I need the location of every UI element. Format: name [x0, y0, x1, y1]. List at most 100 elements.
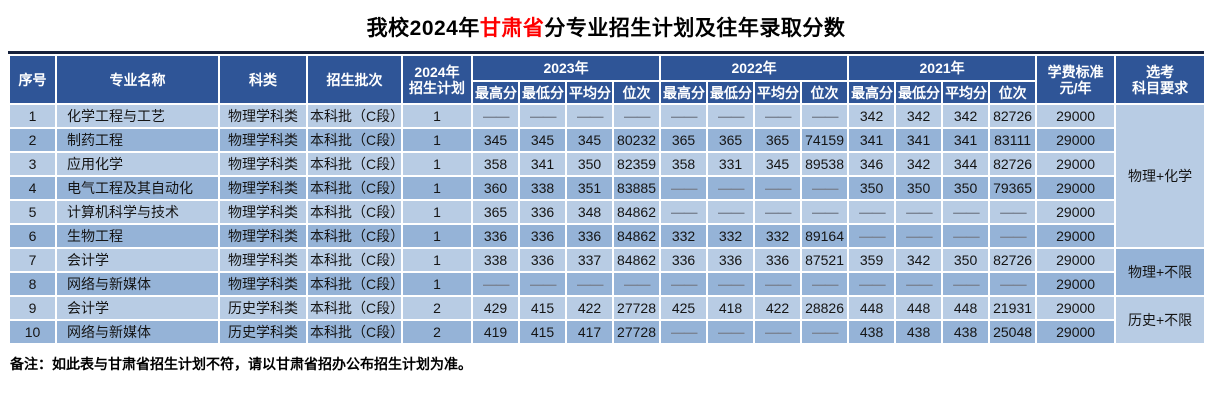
table-row: 4 电气工程及其自动化 物理学科类 本科批（C段） 1 360 338 351 83885 —— —… — [8, 175, 1205, 202]
table-row: 7 会计学 物理学科类 本科批（C段） 1 338 336 337 84862 336 336 336… — [8, 247, 1207, 298]
cell-major: 制药工程 — [55, 127, 220, 154]
table-row: 2 制药工程 物理学科类 本科批（C段） 1 345 345 345 80232 365 365 36… — [8, 127, 1205, 154]
cell-score: —— — [753, 199, 803, 226]
cell-score: 429 — [471, 295, 520, 322]
cell-score: 338 — [518, 175, 567, 202]
cell-score: 82726 — [988, 103, 1038, 130]
cell-major: 会计学 — [55, 247, 220, 274]
col-header-plan-2024: 2024年 招生计划 — [401, 54, 473, 106]
cell-subject-requirement: 历史+不限 — [1114, 295, 1207, 346]
col-header-subjects: 选考 科目要求 — [1114, 54, 1207, 106]
col-header-year-2022: 2022年 — [659, 54, 850, 83]
cell-score: —— — [941, 271, 991, 298]
cell-major: 网络与新媒体 — [55, 319, 220, 346]
cell-score: 27728 — [611, 295, 662, 322]
table-row: 9 会计学 历史学科类 本科批（C段） 2 429 415 422 27728 425 418 422… — [8, 295, 1207, 346]
cell-batch: 本科批（C段） — [306, 247, 403, 274]
title-province-highlight: 甘肃省 — [479, 17, 545, 40]
cell-score: 21931 — [988, 295, 1038, 322]
title-prefix: 我校2024年 — [366, 17, 480, 40]
col-header-2023-min: 最低分 — [518, 80, 567, 106]
cell-no: 9 — [8, 295, 57, 322]
cell-score: 342 — [894, 103, 944, 130]
cell-tuition: 29000 — [1035, 151, 1117, 178]
cell-score: 345 — [518, 127, 567, 154]
cell-score: 336 — [518, 247, 567, 274]
cell-score: 336 — [659, 247, 709, 274]
cell-score: —— — [800, 103, 850, 130]
cell-score: 345 — [565, 127, 614, 154]
cell-score: —— — [753, 319, 803, 346]
cell-score: 341 — [518, 151, 567, 178]
cell-score: 359 — [847, 247, 897, 274]
plan-header-line1: 2024年 — [414, 63, 460, 80]
cell-category: 历史学科类 — [218, 295, 308, 322]
cell-score: 84862 — [611, 223, 662, 250]
col-header-2023-rank: 位次 — [611, 80, 662, 106]
cell-score: —— — [471, 103, 520, 130]
cell-no: 1 — [8, 103, 57, 130]
page-title: 我校2024年甘肃省分专业招生计划及往年录取分数 — [0, 0, 1212, 41]
cell-score: 346 — [847, 151, 897, 178]
table-body: 1 化学工程与工艺 物理学科类 本科批（C段） 1 —— —— —— —— —— —— —— —— 342… — [8, 103, 1207, 346]
cell-category: 物理学科类 — [218, 103, 308, 130]
cell-score: —— — [611, 103, 662, 130]
col-header-2021-max: 最高分 — [847, 80, 897, 106]
cell-major: 应用化学 — [55, 151, 220, 178]
cell-score: 82726 — [988, 247, 1038, 274]
cell-no: 7 — [8, 247, 57, 274]
subjects-header-line2: 科目要求 — [1132, 79, 1189, 96]
cell-score: —— — [471, 271, 520, 298]
col-header-2021-rank: 位次 — [988, 80, 1038, 106]
cell-score: —— — [847, 199, 897, 226]
cell-score: 87521 — [800, 247, 850, 274]
cell-score: 365 — [706, 127, 756, 154]
cell-score: —— — [800, 271, 850, 298]
table-row: 8 网络与新媒体 物理学科类 本科批（C段） 1 —— —— —— —— —— —— —— —— —— ——… — [8, 271, 1205, 298]
cell-major: 生物工程 — [55, 223, 220, 250]
cell-score: 438 — [894, 319, 944, 346]
cell-score: 365 — [471, 199, 520, 226]
cell-score: 336 — [706, 247, 756, 274]
cell-score: 84862 — [611, 247, 662, 274]
cell-score: 342 — [941, 103, 991, 130]
cell-score: 336 — [753, 247, 803, 274]
cell-score: 358 — [471, 151, 520, 178]
cell-score: 82726 — [988, 151, 1038, 178]
cell-score: —— — [706, 319, 756, 346]
table-row: 6 生物工程 物理学科类 本科批（C段） 1 336 336 336 84862 332 332 33… — [8, 223, 1205, 250]
plan-header-line2: 招生计划 — [409, 79, 465, 96]
cell-score: 82359 — [611, 151, 662, 178]
cell-score: 336 — [518, 223, 567, 250]
cell-score: 448 — [847, 295, 897, 322]
cell-plan-2024: 1 — [401, 247, 473, 274]
col-header-2021-min: 最低分 — [894, 80, 944, 106]
table-row: 10 网络与新媒体 历史学科类 本科批（C段） 2 419 415 417 27728 —— —— —… — [8, 319, 1205, 346]
title-suffix: 分专业招生计划及往年录取分数 — [544, 17, 846, 40]
cell-score: 415 — [518, 319, 567, 346]
cell-tuition: 29000 — [1035, 319, 1117, 346]
cell-score: 358 — [659, 151, 709, 178]
cell-tuition: 29000 — [1035, 199, 1117, 226]
cell-score: —— — [800, 175, 850, 202]
cell-score: 419 — [471, 319, 520, 346]
cell-major: 计算机科学与技术 — [55, 199, 220, 226]
table-row: 5 计算机科学与技术 物理学科类 本科批（C段） 1 365 336 348 84862 —— ——… — [8, 199, 1205, 226]
cell-score: 365 — [753, 127, 803, 154]
cell-score: —— — [988, 199, 1038, 226]
col-header-major: 专业名称 — [55, 54, 220, 106]
cell-score: —— — [659, 271, 709, 298]
cell-tuition: 29000 — [1035, 247, 1117, 274]
cell-score: 89538 — [800, 151, 850, 178]
cell-score: 79365 — [988, 175, 1038, 202]
cell-score: 345 — [753, 151, 803, 178]
cell-tuition: 29000 — [1035, 271, 1117, 298]
cell-score: 417 — [565, 319, 614, 346]
cell-score: 344 — [941, 151, 991, 178]
cell-score: 336 — [471, 223, 520, 250]
cell-score: —— — [988, 223, 1038, 250]
cell-score: 350 — [941, 175, 991, 202]
tuition-header-line1: 学费标准 — [1047, 63, 1104, 80]
cell-batch: 本科批（C段） — [306, 151, 403, 178]
cell-score: 80232 — [611, 127, 662, 154]
